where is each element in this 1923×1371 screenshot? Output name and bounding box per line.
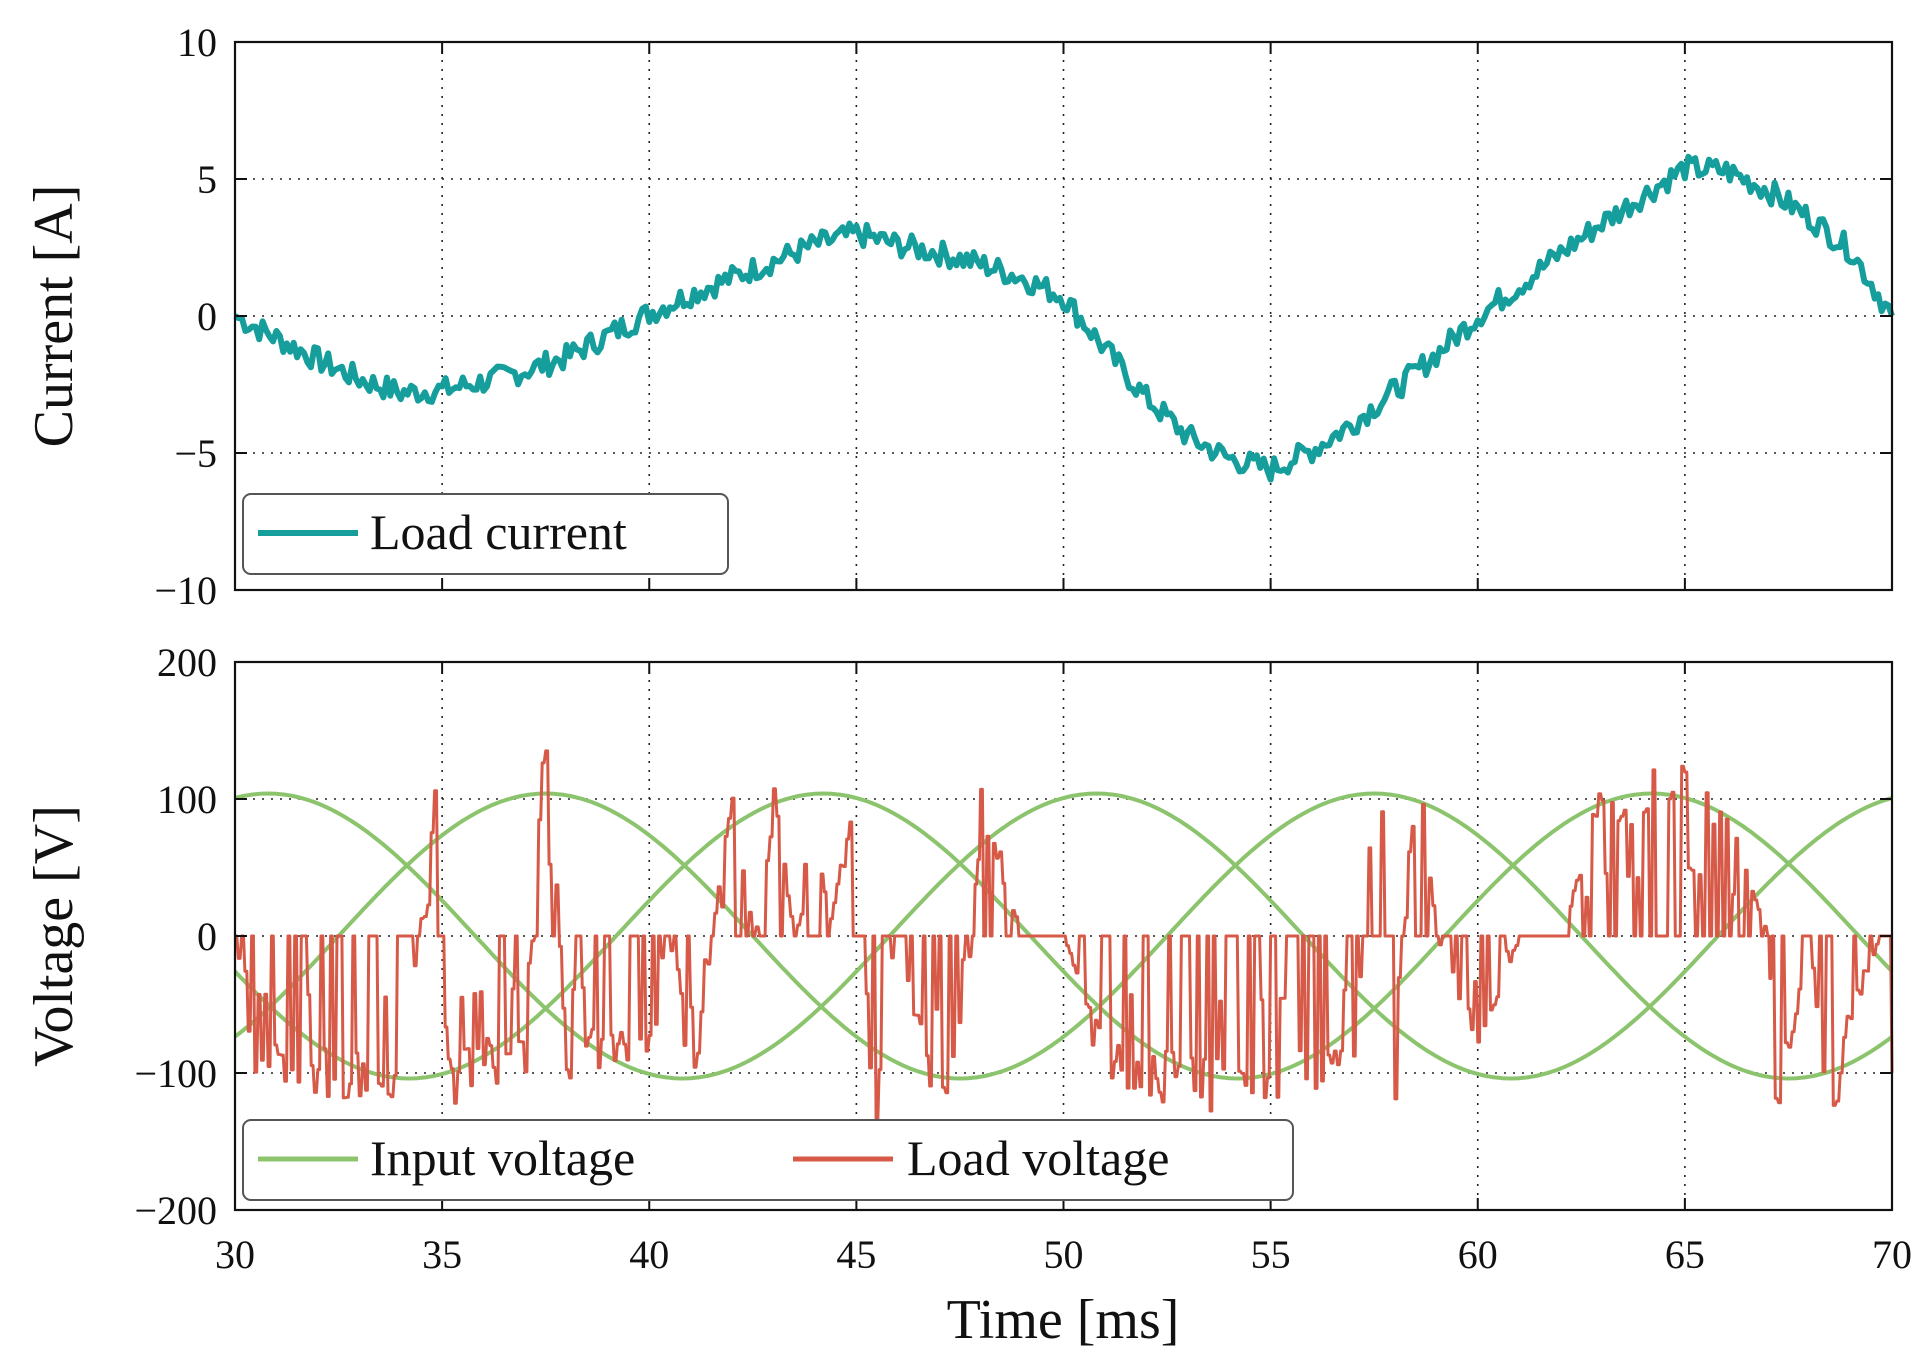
voltage-panel: −200 −100 0 100 200 30 35 40 45 50 55 60 65 70 Volta… bbox=[23, 640, 1912, 1351]
y-tick-label: −100 bbox=[134, 1051, 217, 1096]
legend-label-load-voltage: Load voltage bbox=[907, 1130, 1169, 1186]
voltage-plot-area bbox=[233, 749, 1894, 1123]
current-y-axis-label: Current [A] bbox=[23, 185, 85, 448]
y-tick-label: −200 bbox=[134, 1188, 217, 1233]
voltage-y-axis-label: Voltage [V] bbox=[23, 805, 85, 1067]
series-load-current bbox=[233, 153, 1895, 483]
y-tick-label: −10 bbox=[154, 568, 217, 613]
y-tick-label: 200 bbox=[157, 640, 217, 685]
y-tick-label: 0 bbox=[197, 914, 217, 959]
voltage-y-tick-labels: −200 −100 0 100 200 bbox=[134, 640, 217, 1233]
current-legend-box bbox=[242, 493, 729, 575]
x-tick-label: 60 bbox=[1458, 1232, 1498, 1277]
current-legend: Load current bbox=[242, 493, 729, 575]
y-tick-label: −5 bbox=[174, 431, 217, 476]
x-tick-label: 40 bbox=[629, 1232, 669, 1277]
x-tick-label: 35 bbox=[422, 1232, 462, 1277]
voltage-legend-box bbox=[242, 1119, 1294, 1201]
y-tick-label: 0 bbox=[197, 294, 217, 339]
legend-label-input-voltage: Input voltage bbox=[370, 1130, 635, 1186]
current-plot-area bbox=[233, 153, 1895, 483]
y-tick-label: 5 bbox=[197, 157, 217, 202]
x-tick-label: 30 bbox=[215, 1232, 255, 1277]
series-input-voltage-phase bbox=[234, 791, 1893, 1081]
x-tick-label: 70 bbox=[1872, 1232, 1912, 1277]
legend-label-load-current: Load current bbox=[370, 504, 627, 560]
x-tick-label: 50 bbox=[1044, 1232, 1084, 1277]
y-tick-label: 100 bbox=[157, 777, 217, 822]
series-input-voltage-phase bbox=[233, 791, 1894, 1081]
voltage-legend: Input voltage Load voltage bbox=[242, 1119, 1294, 1201]
x-tick-label: 55 bbox=[1251, 1232, 1291, 1277]
y-tick-label: 10 bbox=[177, 20, 217, 65]
x-tick-label: 65 bbox=[1665, 1232, 1705, 1277]
current-ticks bbox=[234, 41, 1893, 591]
x-tick-label: 45 bbox=[836, 1232, 876, 1277]
voltage-ticks bbox=[234, 661, 1893, 1211]
voltage-x-tick-labels: 30 35 40 45 50 55 60 65 70 bbox=[215, 1232, 1912, 1277]
current-grid bbox=[235, 42, 1892, 590]
series-load-voltage bbox=[235, 749, 1894, 1123]
current-y-tick-labels: −10 −5 0 5 10 bbox=[154, 20, 217, 613]
x-axis-label: Time [ms] bbox=[947, 1289, 1180, 1351]
current-panel: −10 −5 0 5 10 Current [A] Load current bbox=[23, 20, 1895, 613]
